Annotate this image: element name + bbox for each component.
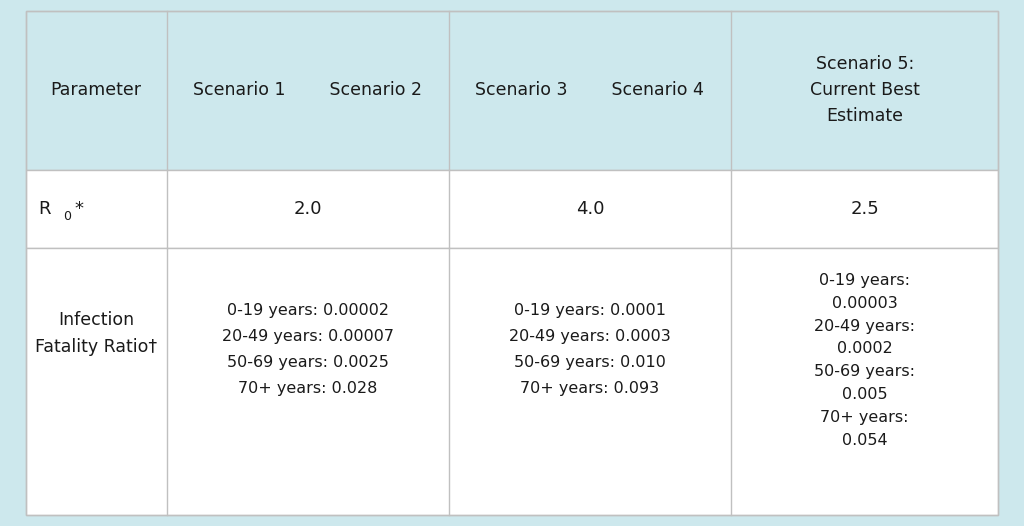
Bar bbox=[26, 169, 998, 248]
Text: Scenario 3        Scenario 4: Scenario 3 Scenario 4 bbox=[475, 81, 705, 99]
Text: 0: 0 bbox=[63, 209, 72, 222]
Text: 0-19 years: 0.00002
20-49 years: 0.00007
50-69 years: 0.0025
70+ years: 0.028: 0-19 years: 0.00002 20-49 years: 0.00007… bbox=[222, 304, 393, 396]
Text: Infection
Fatality Ratio†: Infection Fatality Ratio† bbox=[35, 310, 158, 357]
Text: 2.0: 2.0 bbox=[294, 200, 322, 218]
Text: Scenario 5:
Current Best
Estimate: Scenario 5: Current Best Estimate bbox=[810, 55, 920, 125]
Text: 0-19 years:
0.00003
20-49 years:
0.0002
50-69 years:
0.005
70+ years:
0.054: 0-19 years: 0.00003 20-49 years: 0.0002 … bbox=[814, 273, 915, 448]
Text: Scenario 1        Scenario 2: Scenario 1 Scenario 2 bbox=[194, 81, 422, 99]
Text: R: R bbox=[38, 200, 50, 218]
Bar bbox=[26, 11, 998, 169]
Bar bbox=[26, 248, 998, 515]
Text: 0-19 years: 0.0001
20-49 years: 0.0003
50-69 years: 0.010
70+ years: 0.093: 0-19 years: 0.0001 20-49 years: 0.0003 5… bbox=[509, 304, 671, 396]
Text: 2.5: 2.5 bbox=[850, 200, 879, 218]
Text: Parameter: Parameter bbox=[50, 81, 141, 99]
Text: 4.0: 4.0 bbox=[575, 200, 604, 218]
Text: *: * bbox=[75, 200, 84, 218]
